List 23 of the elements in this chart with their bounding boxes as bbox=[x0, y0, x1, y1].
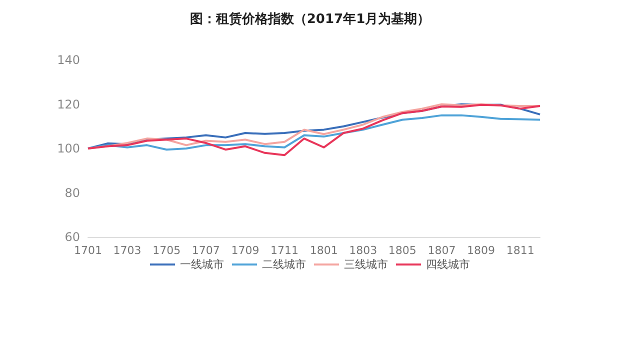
x-tick-label: 1705 bbox=[152, 244, 181, 257]
x-tick-label: 1703 bbox=[113, 244, 142, 257]
x-tick-label: 1707 bbox=[192, 244, 220, 257]
chart-title: 图：租赁价格指数（2017年1月为基期） bbox=[190, 11, 430, 27]
legend-label: 二线城市 bbox=[262, 258, 306, 271]
line-series bbox=[87, 114, 541, 151]
x-tick-label: 1803 bbox=[349, 244, 378, 257]
x-tick-label: 1809 bbox=[467, 244, 496, 257]
x-tick-label: 1805 bbox=[388, 244, 416, 257]
y-tick-label: 80 bbox=[64, 186, 80, 200]
y-tick-label: 140 bbox=[57, 53, 80, 67]
legend-label: 四线城市 bbox=[426, 258, 470, 271]
y-tick-label: 120 bbox=[57, 97, 80, 112]
x-tick-label: 1709 bbox=[231, 244, 260, 257]
x-tick-label: 1711 bbox=[270, 244, 299, 257]
x-tick-label: 1807 bbox=[428, 244, 456, 257]
x-tick-label: 1701 bbox=[74, 244, 102, 257]
y-tick-label: 60 bbox=[64, 230, 80, 244]
legend-label: 三线城市 bbox=[344, 258, 388, 271]
x-tick-label: 1801 bbox=[310, 244, 338, 257]
legend-label: 一线城市 bbox=[180, 258, 224, 271]
y-tick-label: 100 bbox=[57, 142, 80, 156]
x-tick-label: 1811 bbox=[506, 244, 534, 257]
